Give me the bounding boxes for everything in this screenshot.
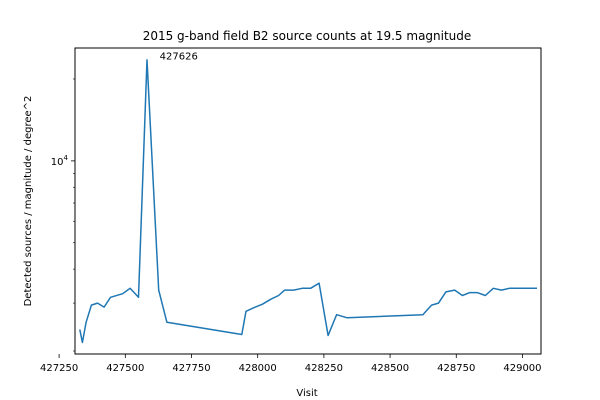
y-tick-label-exponent: 4	[64, 154, 69, 162]
y-tick-label-base: 10	[51, 157, 64, 168]
peak-annotation: 427626	[160, 51, 198, 62]
x-tick-label: 428500	[371, 363, 409, 374]
y-axis-label: Detected sources / magnitude / degree^2	[23, 96, 34, 307]
chart-title: 2015 g-band field B2 source counts at 19…	[143, 29, 472, 43]
x-axis-label: Visit	[296, 388, 317, 399]
plot-area: 427626	[74, 47, 542, 355]
series-line	[79, 59, 537, 344]
x-axis: 427250 427500 427750 428000 428250 428500 4287…	[40, 354, 542, 374]
series-layer	[79, 59, 537, 344]
y-axis: 104	[51, 78, 75, 352]
x-tick-label: 427500	[106, 363, 144, 374]
x-tick-label: 428000	[239, 363, 277, 374]
x-tick-label: 428750	[437, 363, 475, 374]
plot-frame	[74, 47, 542, 355]
x-tick-label: 429000	[503, 363, 541, 374]
y-tick-label: 104	[51, 154, 69, 168]
x-tick-label: 428250	[305, 363, 343, 374]
x-tick-label: 427750	[172, 363, 210, 374]
x-tick-label: 427250	[40, 363, 78, 374]
